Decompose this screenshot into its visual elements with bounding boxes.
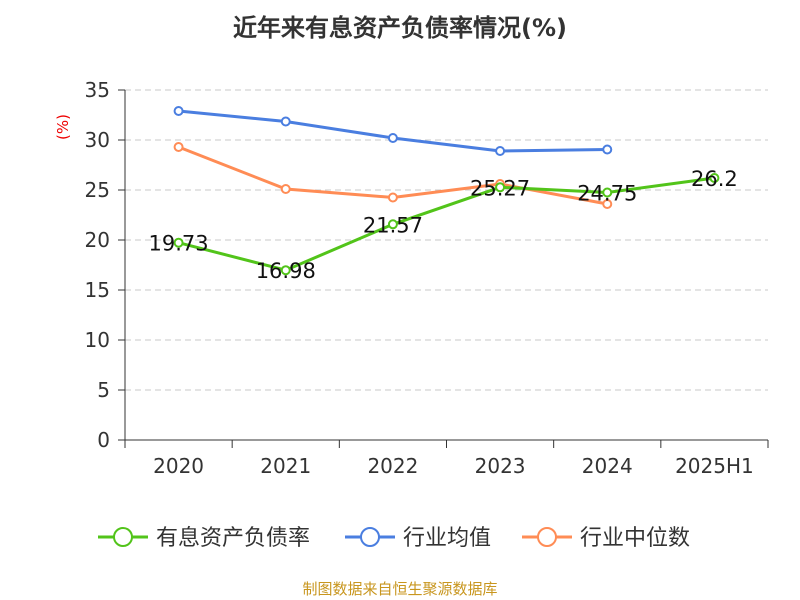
data-point (387, 133, 398, 143)
y-tick-label: 5 (97, 378, 110, 402)
y-tick-label: 15 (85, 278, 110, 302)
series-line-0 (178, 176, 715, 272)
x-tick-label: 2023 (475, 454, 526, 478)
data-label: 19.73 (149, 232, 209, 256)
data-point (709, 173, 720, 183)
source-note: 制图数据来自恒生聚源数据库 (302, 580, 498, 598)
y-tick-label: 10 (85, 328, 110, 352)
y-tick-label: 25 (85, 178, 110, 202)
legend-marker (360, 527, 380, 547)
data-point (387, 192, 398, 203)
data-label: 25.27 (470, 176, 530, 200)
series-line-1 (178, 109, 608, 153)
data-point (387, 219, 398, 230)
data-point (495, 146, 506, 156)
legend-marker (537, 527, 557, 547)
data-point (280, 116, 291, 127)
x-tick-label: 2021 (260, 454, 311, 478)
data-point (173, 106, 184, 116)
data-point (280, 184, 291, 194)
x-tick-label: 2020 (153, 454, 204, 478)
data-point (173, 142, 184, 152)
y-tick-label: 35 (85, 78, 110, 102)
x-tick-label: 2024 (582, 454, 633, 478)
data-label: 24.75 (577, 182, 637, 206)
data-point (173, 237, 184, 248)
x-tick-label: 2025H1 (675, 454, 754, 478)
data-label: 26.2 (691, 167, 738, 191)
chart-title: 近年来有息资产负债率情况(%) (233, 14, 567, 42)
data-point (280, 265, 291, 276)
y-tick-label: 0 (97, 428, 110, 452)
data-label: 21.57 (363, 213, 423, 237)
y-tick-label: 20 (85, 228, 110, 252)
legend-label: 有息资产负债率 (156, 526, 310, 551)
legend-label: 行业均值 (403, 526, 491, 551)
y-axis-label: (%) (54, 114, 72, 140)
data-point (602, 199, 613, 209)
data-point (602, 144, 613, 155)
data-label: 16.98 (256, 259, 316, 283)
y-tick-label: 30 (85, 128, 110, 152)
legend-label: 行业中位数 (580, 526, 690, 551)
x-tick-label: 2022 (367, 454, 418, 478)
data-point (495, 182, 506, 193)
legend-marker (113, 527, 133, 547)
data-point (602, 187, 613, 198)
